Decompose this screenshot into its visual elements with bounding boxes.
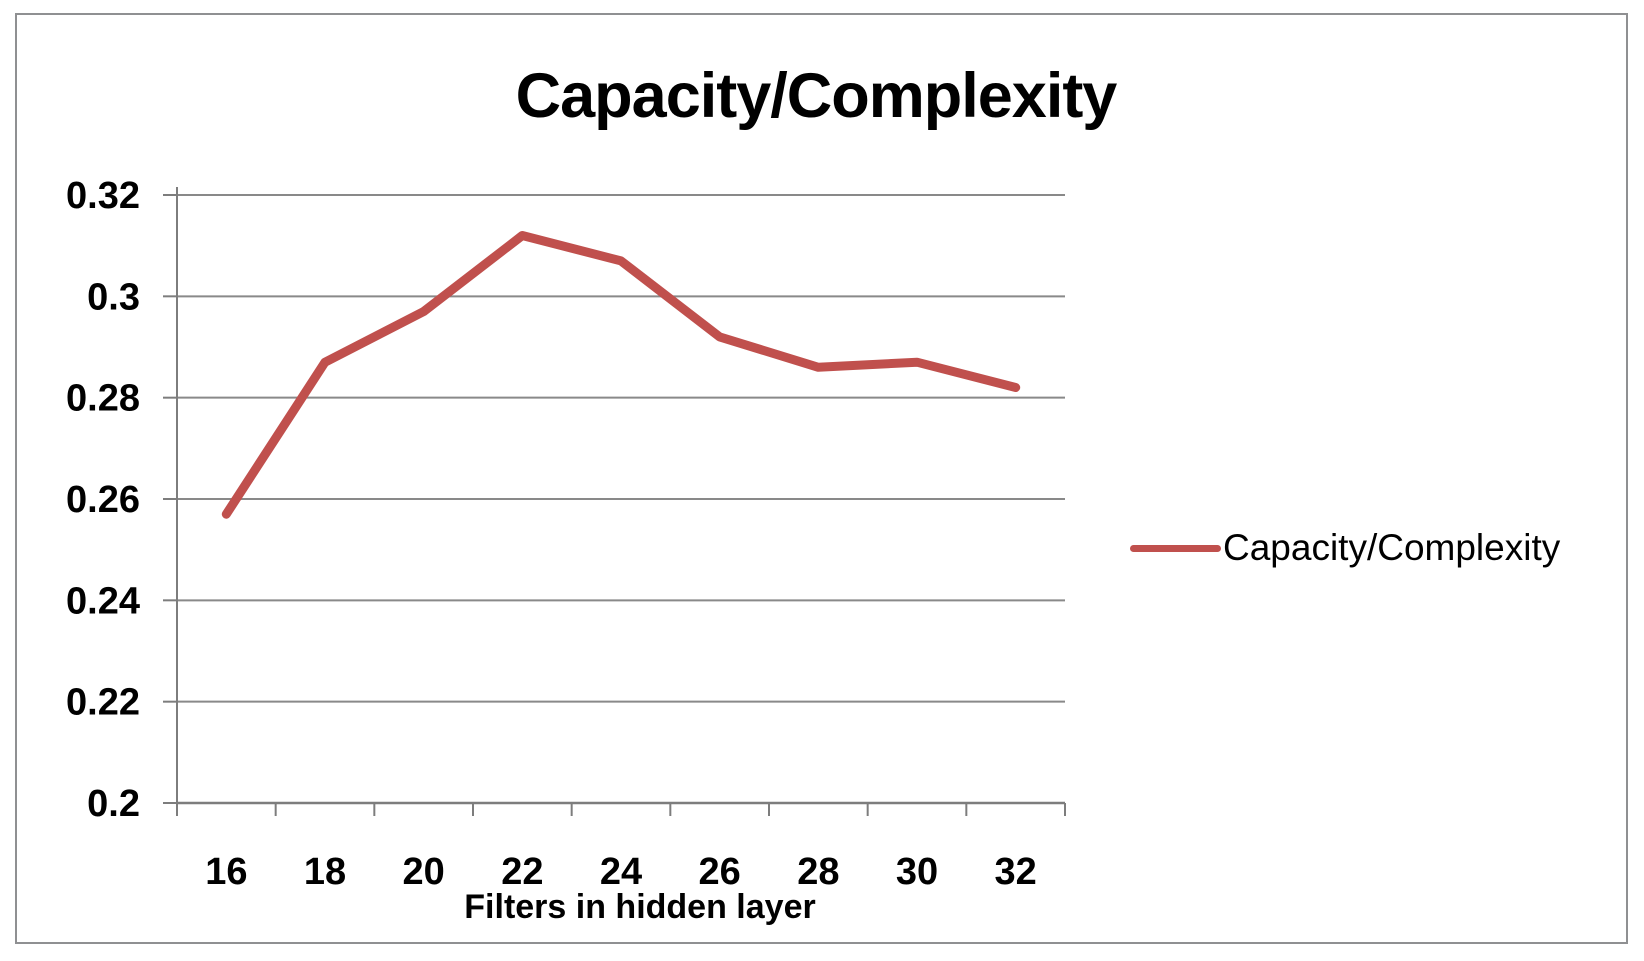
x-tick-label: 28 [797, 851, 839, 893]
y-tick-label: 0.24 [66, 580, 140, 622]
legend-label: Capacity/Complexity [1223, 527, 1561, 568]
x-tick-label: 24 [600, 851, 642, 893]
x-axis-title: Filters in hidden layer [464, 888, 816, 926]
y-tick-label: 0.28 [66, 378, 140, 420]
chart-frame [15, 13, 1628, 944]
legend: Capacity/Complexity [1130, 527, 1560, 569]
y-tick-label: 0.22 [66, 682, 140, 724]
x-tick-label: 22 [501, 851, 543, 893]
chart-title: Capacity/Complexity [515, 61, 1118, 131]
legend-line-marker-icon [1130, 544, 1221, 552]
x-tick-label: 32 [995, 851, 1037, 893]
x-tick-label: 18 [304, 851, 346, 893]
y-tick-label: 0.2 [87, 783, 140, 825]
y-tick-label: 0.3 [87, 276, 140, 318]
x-tick-label: 26 [699, 851, 741, 893]
x-tick-label: 30 [896, 851, 938, 893]
series-line [221, 231, 1021, 519]
y-tick-label: 0.26 [66, 479, 140, 521]
x-tick-label: 16 [205, 851, 247, 893]
y-tick-label: 0.32 [66, 175, 140, 217]
x-tick-label: 20 [403, 851, 445, 893]
